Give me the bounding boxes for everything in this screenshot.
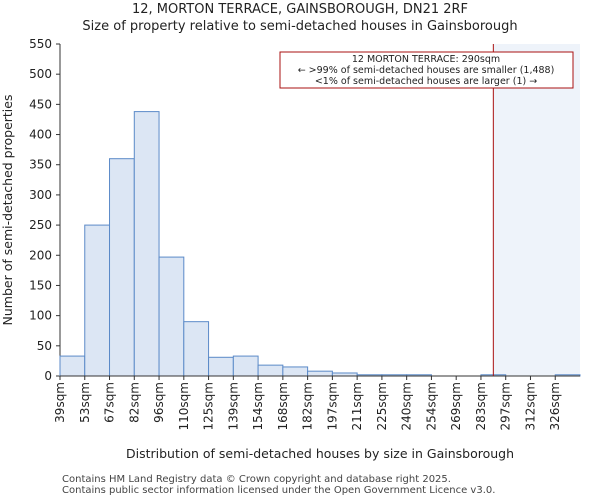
x-tick-label: 254sqm (424, 382, 438, 430)
annotation-line-1: 12 MORTON TERRACE: 290sqm (352, 54, 500, 65)
x-tick-label: 67sqm (103, 382, 117, 423)
bar (232, 355, 259, 377)
x-tick-label: 110sqm (177, 382, 191, 430)
y-tick-label: 450 (29, 97, 52, 111)
y-tick-label: 50 (37, 339, 52, 353)
x-tick-label: 269sqm (449, 382, 463, 430)
bar (133, 111, 160, 377)
bar (158, 256, 185, 377)
bar (84, 224, 111, 377)
x-tick-label: 326sqm (548, 382, 562, 430)
y-tick-label: 350 (29, 158, 52, 172)
annotation-line-3: <1% of semi-detached houses are larger (… (315, 76, 537, 87)
bar (109, 158, 135, 377)
x-axis-label: Distribution of semi-detached houses by … (126, 446, 514, 461)
x-tick-label: 125sqm (202, 382, 216, 430)
bar (59, 355, 86, 377)
x-tick-label: 197sqm (325, 382, 339, 430)
x-tick-label: 39sqm (53, 382, 67, 423)
footer-line-1: Contains HM Land Registry data © Crown c… (62, 474, 451, 485)
y-axis: 0 50 100 150 200 250 300 350 400 450 500 550 (29, 37, 61, 383)
x-tick-label: 53sqm (78, 382, 92, 423)
chart-title-address: 12, MORTON TERRACE, GAINSBOROUGH, DN21 2… (131, 2, 469, 17)
bar (208, 356, 234, 377)
x-tick-label: 225sqm (375, 382, 389, 430)
x-tick-label: 82sqm (127, 382, 141, 423)
x-tick-label: 283sqm (474, 382, 488, 430)
x-tick-label: 211sqm (350, 382, 364, 430)
y-tick-label: 250 (29, 218, 52, 232)
bar (257, 364, 284, 377)
y-tick-label: 550 (29, 37, 52, 51)
y-tick-label: 200 (29, 248, 52, 262)
y-tick-label: 500 (29, 67, 52, 81)
x-tick-label: 240sqm (400, 382, 414, 430)
x-tick-label: 96sqm (152, 382, 166, 423)
bar (282, 366, 309, 377)
bar (307, 370, 333, 377)
y-tick-label: 300 (29, 188, 52, 202)
x-tick-label: 154sqm (251, 382, 265, 430)
x-tick-label: 139sqm (226, 382, 240, 430)
x-axis: 39sqm 53sqm 67sqm 82sqm 96sqm 110sqm 125sqm 139… (53, 375, 580, 430)
annotation-line-2: ← >99% of semi-detached houses are small… (298, 65, 555, 76)
highlight-region (493, 44, 580, 376)
bar (183, 321, 210, 377)
y-tick-label: 100 (29, 309, 52, 323)
y-tick-label: 0 (44, 369, 52, 383)
x-tick-label: 297sqm (499, 382, 513, 430)
chart-title-subtitle: Size of property relative to semi-detach… (82, 19, 518, 34)
x-tick-label: 168sqm (276, 382, 290, 430)
annotation-box (279, 51, 574, 89)
y-tick-label: 400 (29, 128, 52, 142)
x-tick-label: 182sqm (301, 382, 315, 430)
y-axis-label: Number of semi-detached properties (0, 95, 15, 326)
y-tick-label: 150 (29, 278, 52, 292)
bars-group (59, 111, 581, 377)
x-tick-label: 312sqm (523, 382, 537, 430)
footer-line-2: Contains public sector information licen… (62, 485, 496, 496)
